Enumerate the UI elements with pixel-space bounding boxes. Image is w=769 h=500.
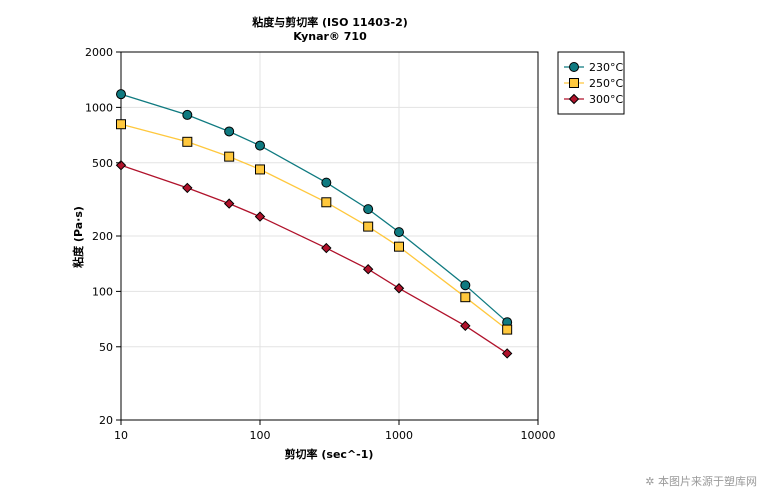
- series-layer: [115, 89, 513, 359]
- series-1: [116, 119, 513, 335]
- chart-title: 粘度与剪切率 (ISO 11403-2): [252, 15, 408, 29]
- legend: 230°C 250°C 300°C: [557, 51, 625, 115]
- watermark-star-icon: ✲: [645, 475, 655, 488]
- legend-item-2: 300°C: [564, 93, 623, 106]
- data-point: [116, 119, 126, 130]
- data-point: [115, 160, 127, 171]
- legend-marker: [569, 62, 579, 72]
- data-point: [362, 263, 374, 275]
- data-point: [394, 227, 404, 238]
- data-point: [501, 348, 513, 359]
- y-tick-label: 500: [92, 157, 113, 170]
- data-point: [363, 221, 374, 232]
- data-point: [394, 241, 404, 252]
- series-line: [120, 93, 508, 323]
- chart-subtitle: Kynar® 710: [293, 30, 367, 43]
- data-point: [393, 283, 405, 294]
- axis-ticks: 10 100 1000 10000 20 50 100 200 500 1000 2000: [85, 46, 556, 442]
- x-tick-label: 100: [250, 429, 271, 442]
- y-tick-label: 2000: [85, 46, 113, 59]
- data-point: [460, 320, 471, 332]
- data-point: [182, 109, 193, 120]
- data-point: [223, 198, 235, 209]
- y-tick-label: 50: [99, 341, 113, 354]
- data-point: [321, 197, 332, 208]
- data-point: [502, 324, 513, 335]
- y-axis-label: 粘度 (Pa·s): [71, 206, 85, 268]
- series-line: [120, 164, 508, 354]
- series-line: [120, 123, 508, 331]
- data-point: [224, 126, 235, 137]
- x-tick-label: 1000: [385, 429, 413, 442]
- data-point: [321, 177, 332, 188]
- y-tick-label: 20: [99, 414, 113, 427]
- data-point: [224, 151, 235, 162]
- data-point: [460, 292, 471, 303]
- grid-lines: [120, 51, 539, 421]
- data-point: [182, 182, 193, 194]
- legend-marker: [568, 93, 580, 105]
- data-point: [321, 242, 332, 254]
- y-tick-label: 1000: [85, 101, 113, 114]
- legend-label: 250°C: [589, 77, 623, 90]
- x-tick-label: 10: [114, 429, 128, 442]
- legend-item-1: 250°C: [564, 77, 623, 90]
- data-point: [460, 280, 471, 291]
- series-2: [115, 160, 513, 359]
- watermark: ✲ 本图片来源于塑库网: [645, 473, 757, 489]
- y-tick-label: 200: [92, 230, 113, 243]
- series-0: [116, 89, 513, 328]
- legend-label: 300°C: [589, 93, 623, 106]
- data-point: [254, 211, 266, 222]
- legend-item-0: 230°C: [564, 61, 623, 74]
- legend-marker: [569, 78, 579, 88]
- data-point: [363, 204, 374, 215]
- data-point: [116, 89, 126, 100]
- data-point: [182, 136, 193, 147]
- x-tick-label: 10000: [521, 429, 556, 442]
- watermark-text: 本图片来源于塑库网: [658, 475, 757, 488]
- data-point: [255, 140, 265, 151]
- legend-label: 230°C: [589, 61, 623, 74]
- y-tick-label: 100: [92, 285, 113, 298]
- x-axis-label: 剪切率 (sec^-1): [285, 447, 374, 461]
- data-point: [255, 164, 265, 175]
